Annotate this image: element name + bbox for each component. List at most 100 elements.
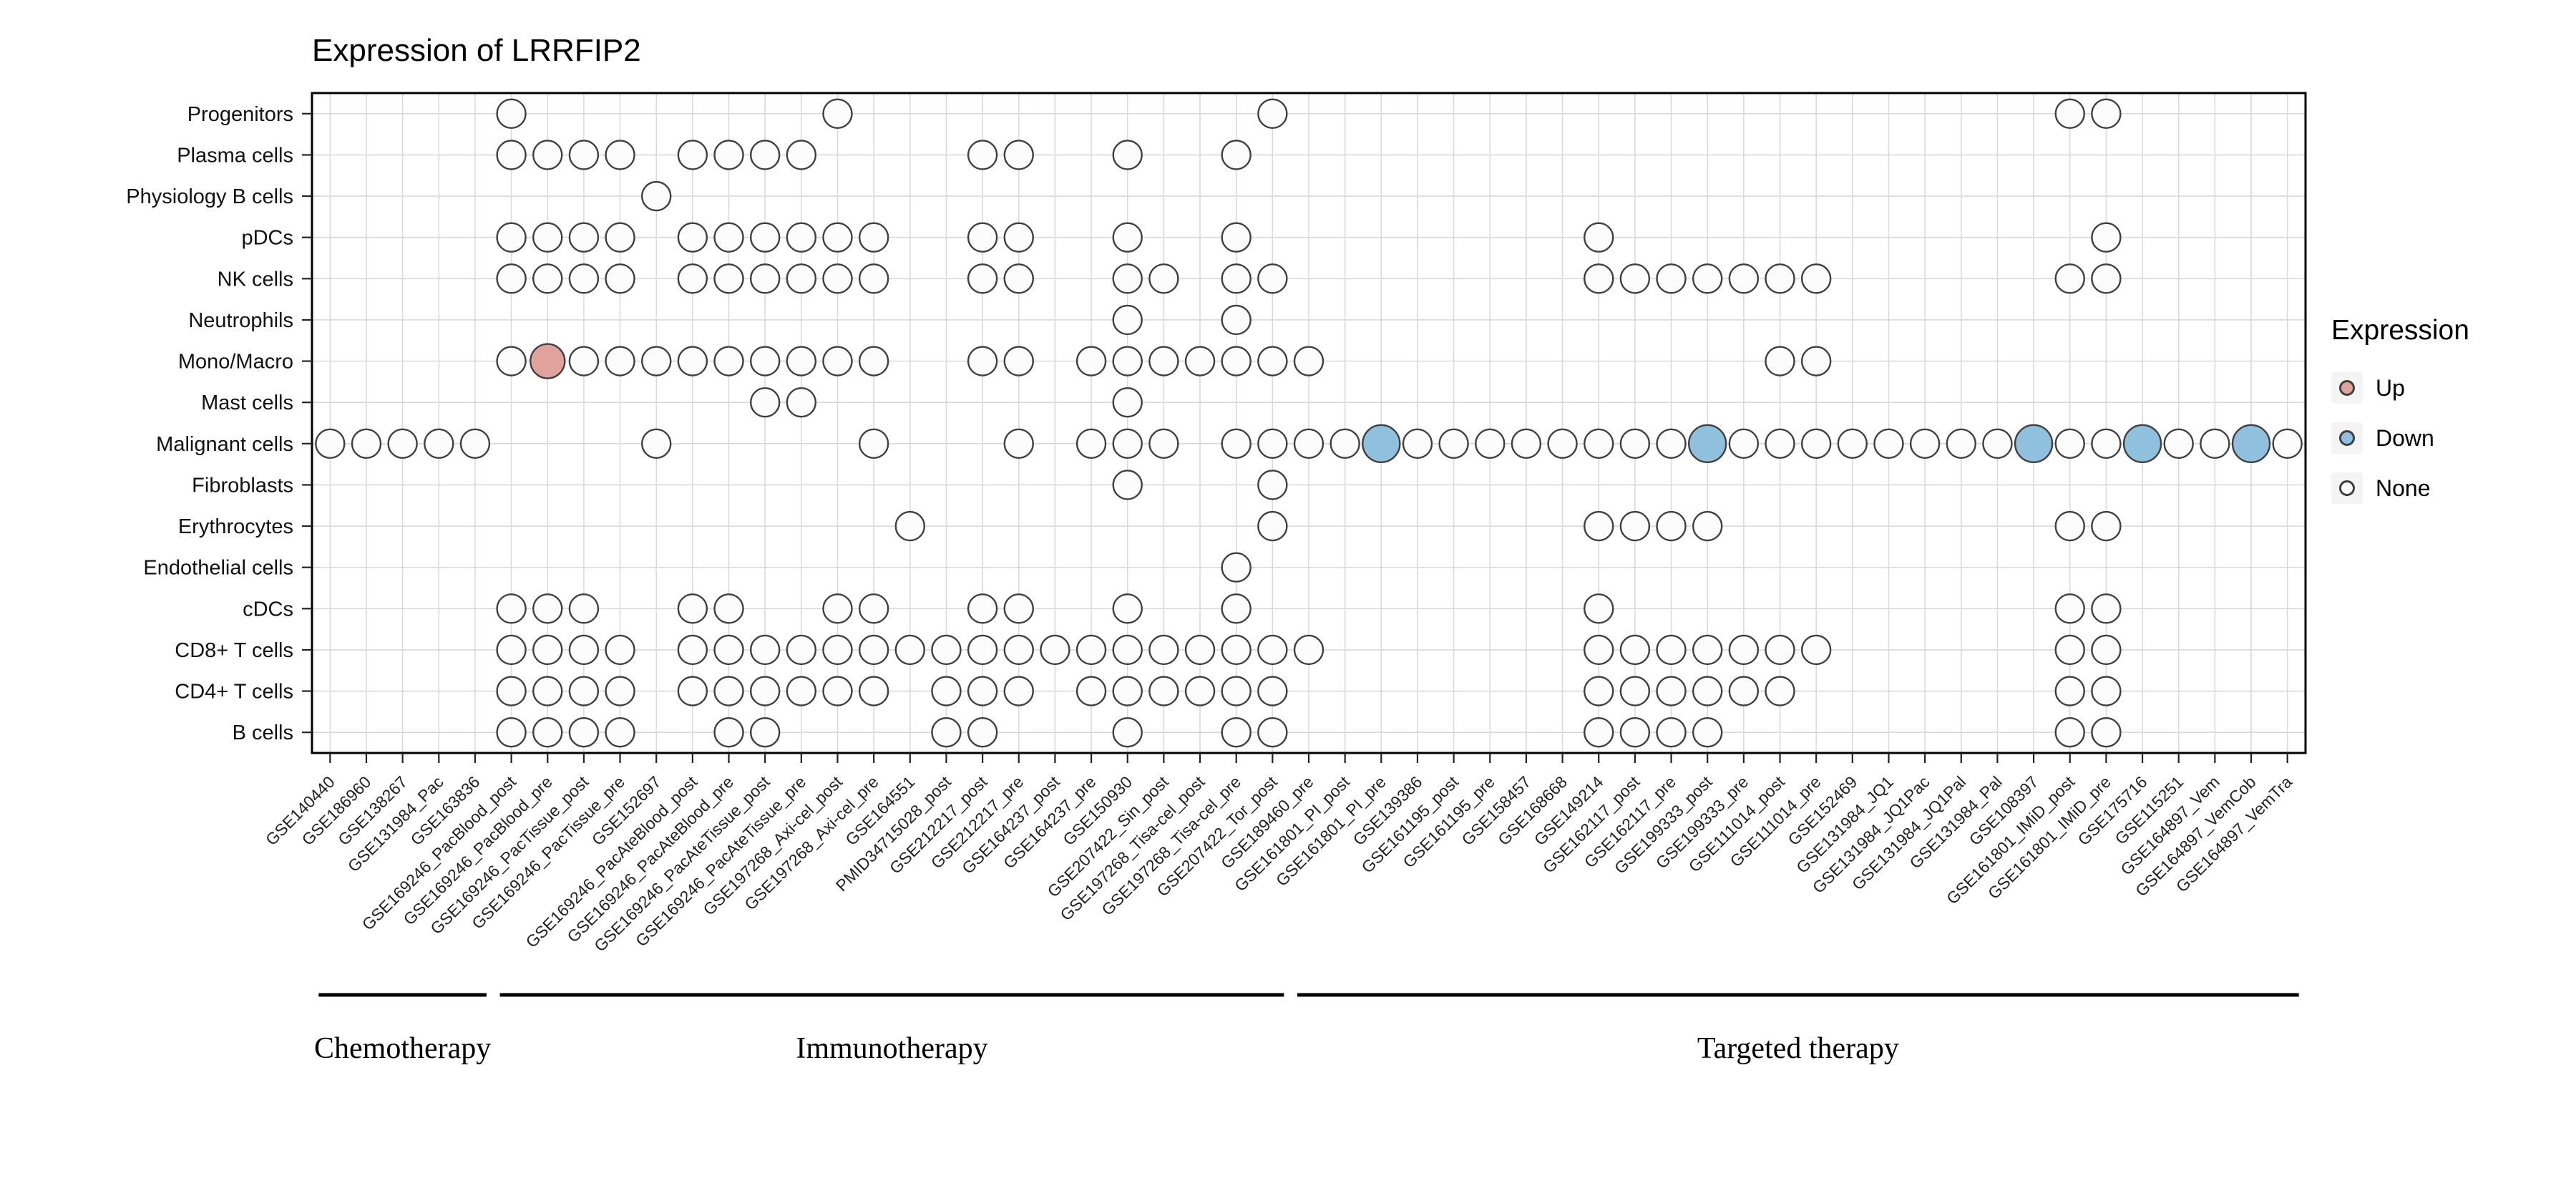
expression-dot-none [2054, 510, 2085, 542]
expression-dot-none [1619, 428, 1651, 460]
expression-dot-none [532, 222, 563, 253]
expression-dot-none [931, 676, 962, 706]
expression-dot-none [1257, 676, 1288, 706]
expression-dot-none [1221, 222, 1252, 253]
expression-dot-none [1293, 346, 1324, 376]
expression-dot-none [749, 387, 781, 418]
expression-dot-none [496, 676, 527, 706]
expression-dot-none [967, 634, 998, 666]
expression-dot-none [568, 716, 600, 748]
legend-items: Up Down None [2331, 372, 2469, 504]
legend-key [2331, 372, 2363, 404]
legend-item-down: Down [2331, 422, 2469, 454]
expression-dot-none [1692, 716, 1723, 748]
expression-dot-none [2091, 593, 2122, 624]
expression-dot-down [2014, 424, 2054, 464]
expression-dot-none [1656, 263, 1687, 294]
expression-dot-none [496, 716, 527, 748]
expression-dot-none [605, 634, 635, 666]
expression-dot-none [1257, 716, 1288, 748]
expression-dot-none [822, 263, 853, 294]
expression-dot-none [1800, 263, 1832, 294]
y-axis-label: pDCs [241, 227, 293, 250]
legend-title: Expression [2331, 315, 2469, 346]
y-axis-label: Physiology B cells [126, 185, 293, 208]
expression-dot-none [713, 140, 744, 170]
y-axis-label: NK cells [218, 268, 293, 291]
expression-dot-none [1402, 428, 1433, 460]
legend-dot-none-icon [2339, 480, 2355, 496]
expression-dot-none [967, 676, 998, 706]
expression-dot-none [2054, 593, 2085, 624]
expression-dot-none [1003, 263, 1034, 294]
expression-dot-none [1656, 634, 1687, 666]
expression-dot-none [713, 346, 744, 376]
expression-dot-none [1584, 428, 1614, 460]
expression-dot-none [1656, 428, 1687, 460]
expression-dot-none [1800, 634, 1832, 666]
expression-dot-none [967, 716, 998, 748]
expression-dot-none [1547, 428, 1578, 460]
expression-dot-none [2163, 428, 2194, 460]
expression-dot-none [2272, 428, 2303, 460]
expression-dot-down [1362, 424, 1401, 464]
expression-dot-none [677, 634, 708, 666]
expression-dot-none [967, 263, 998, 294]
expression-dot-none [2091, 263, 2122, 294]
y-axis-label: cDCs [243, 598, 293, 621]
expression-dot-none [1584, 676, 1614, 706]
expression-dot-none [1692, 263, 1723, 294]
y-axis-label: CD8+ T cells [175, 639, 293, 662]
expression-dot-none [496, 222, 527, 253]
chart-title: Expression of LRRFIP2 [312, 33, 641, 68]
expression-dot-none [1692, 634, 1723, 666]
expression-dot-none [568, 634, 600, 666]
expression-dot-none [387, 428, 418, 460]
expression-dot-none [749, 263, 781, 294]
expression-dot-none [424, 428, 454, 460]
expression-dot-none [749, 676, 781, 706]
expression-dot-none [1221, 593, 1252, 624]
expression-dot-none [822, 346, 853, 376]
legend-item-label: None [2376, 475, 2431, 501]
expression-dot-none [532, 676, 563, 706]
expression-dot-none [1221, 552, 1252, 583]
expression-dot-none [1112, 304, 1143, 336]
expression-dot-none [496, 98, 527, 130]
expression-dot-none [677, 346, 708, 376]
expression-dot-none [568, 140, 600, 170]
therapy-group-label: Chemotherapy [314, 1032, 491, 1065]
expression-dot-none [858, 634, 889, 666]
expression-dot-none [931, 634, 962, 666]
expression-dot-down [2231, 424, 2271, 464]
legend-item-label: Down [2376, 424, 2434, 451]
expression-dot-none [858, 428, 889, 460]
expression-dot-none [1800, 346, 1832, 376]
expression-dot-none [315, 428, 346, 460]
expression-dot-none [1257, 634, 1288, 666]
expression-dot-none [532, 634, 563, 666]
expression-dot-none [1257, 428, 1288, 460]
expression-dot-none [967, 222, 998, 253]
expression-dot-none [496, 263, 527, 294]
expression-dot-none [1837, 428, 1868, 460]
expression-dot-none [568, 346, 600, 376]
expression-dot-none [2091, 428, 2122, 460]
y-axis-label: B cells [233, 721, 293, 744]
legend-dot-down-icon [2339, 430, 2355, 446]
expression-dot-none [858, 676, 889, 706]
expression-dot-none [1003, 428, 1034, 460]
expression-dot-none [2091, 716, 2122, 748]
expression-dot-none [568, 593, 600, 624]
expression-dot-none [1112, 346, 1143, 376]
legend-key [2331, 422, 2363, 454]
expression-dot-none [1221, 716, 1252, 748]
expression-dot-none [1075, 346, 1107, 376]
expression-dot-none [1584, 593, 1614, 624]
expression-dot-none [496, 346, 527, 376]
expression-dot-none [1619, 510, 1651, 542]
y-axis-label: Endothelial cells [143, 557, 293, 580]
expression-dot-none [1619, 634, 1651, 666]
legend-key [2331, 472, 2363, 504]
expression-dot-none [1184, 676, 1216, 706]
